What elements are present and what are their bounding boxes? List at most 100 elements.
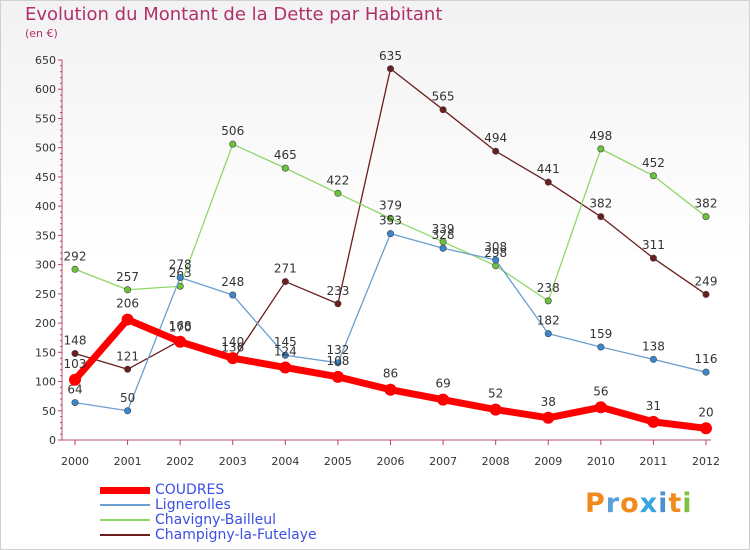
data-label-chavigny-bailleul: 422 bbox=[326, 173, 349, 187]
x-tick-label: 2011 bbox=[639, 455, 667, 468]
data-point-lignerolles bbox=[544, 330, 552, 338]
data-point-chavigny-bailleul bbox=[649, 172, 657, 180]
chart-subtitle: (en €) bbox=[25, 27, 58, 40]
data-point-lignerolles bbox=[229, 291, 237, 299]
data-label-champigny-la-futelaye: 148 bbox=[64, 333, 87, 347]
x-tick-label: 2012 bbox=[692, 455, 720, 468]
data-point-lignerolles bbox=[597, 343, 605, 351]
data-point-chavigny-bailleul bbox=[386, 214, 394, 222]
data-label-chavigny-bailleul: 298 bbox=[484, 246, 507, 260]
data-label-lignerolles: 278 bbox=[169, 257, 192, 271]
data-point-champigny-la-futelaye bbox=[386, 65, 394, 73]
legend-swatch bbox=[100, 486, 150, 494]
data-label-chavigny-bailleul: 339 bbox=[432, 222, 455, 236]
data-label-champigny-la-futelaye: 249 bbox=[695, 274, 718, 288]
data-label-chavigny-bailleul: 257 bbox=[116, 270, 139, 284]
data-point-chavigny-bailleul bbox=[702, 213, 710, 221]
data-label-lignerolles: 353 bbox=[379, 214, 402, 228]
data-label-coudres: 206 bbox=[116, 297, 139, 311]
data-label-coudres: 140 bbox=[221, 335, 244, 349]
data-point-coudres bbox=[69, 373, 81, 386]
data-label-champigny-la-futelaye: 170 bbox=[169, 321, 192, 335]
y-tick-label: 0 bbox=[49, 434, 56, 447]
legend-swatch bbox=[100, 534, 150, 536]
data-label-coudres: 52 bbox=[488, 387, 503, 401]
data-label-chavigny-bailleul: 382 bbox=[695, 197, 718, 211]
data-point-lignerolles bbox=[281, 351, 289, 359]
data-label-coudres: 56 bbox=[593, 384, 608, 398]
data-point-coudres bbox=[594, 401, 607, 414]
legend-label: COUDRES bbox=[155, 482, 225, 498]
x-tick-label: 2009 bbox=[534, 455, 562, 468]
y-tick-label: 150 bbox=[35, 346, 56, 359]
y-tick-label: 500 bbox=[35, 142, 56, 155]
data-label-coudres: 69 bbox=[435, 377, 450, 391]
data-point-champigny-la-futelaye bbox=[544, 178, 552, 186]
x-tick-label: 2006 bbox=[377, 455, 405, 468]
data-label-champigny-la-futelaye: 494 bbox=[484, 131, 507, 145]
legend-label: Champigny-la-Futelaye bbox=[155, 527, 317, 543]
data-point-champigny-la-futelaye bbox=[702, 290, 710, 298]
data-point-chavigny-bailleul bbox=[597, 145, 605, 153]
data-label-lignerolles: 182 bbox=[537, 314, 560, 328]
data-label-coudres: 124 bbox=[274, 345, 297, 359]
y-tick-label: 250 bbox=[35, 288, 56, 301]
data-label-lignerolles: 116 bbox=[695, 352, 718, 366]
data-point-lignerolles bbox=[386, 230, 394, 238]
data-point-coudres bbox=[226, 352, 239, 365]
data-point-coudres bbox=[437, 393, 450, 406]
data-point-lignerolles bbox=[124, 407, 132, 415]
x-tick-label: 2004 bbox=[271, 455, 299, 468]
data-point-coudres bbox=[489, 403, 502, 416]
x-tick-label: 2008 bbox=[482, 455, 510, 468]
data-label-coudres: 38 bbox=[541, 395, 556, 409]
data-point-chavigny-bailleul bbox=[229, 140, 237, 148]
proxiti-logo: Proxiti bbox=[585, 488, 693, 519]
data-label-champigny-la-futelaye: 382 bbox=[589, 197, 612, 211]
y-tick-label: 450 bbox=[35, 171, 56, 184]
data-label-coudres: 20 bbox=[698, 405, 713, 419]
data-point-chavigny-bailleul bbox=[334, 189, 342, 197]
data-label-champigny-la-futelaye: 441 bbox=[537, 162, 560, 176]
data-point-champigny-la-futelaye bbox=[649, 254, 657, 262]
x-tick-label: 2000 bbox=[61, 455, 89, 468]
data-label-coudres: 86 bbox=[383, 367, 398, 381]
y-tick-label: 100 bbox=[35, 376, 56, 389]
y-tick-label: 550 bbox=[35, 112, 56, 125]
data-label-coudres: 103 bbox=[64, 357, 87, 371]
data-label-lignerolles: 308 bbox=[484, 240, 507, 254]
data-label-champigny-la-futelaye: 311 bbox=[642, 238, 665, 252]
x-tick-label: 2003 bbox=[219, 455, 247, 468]
data-point-champigny-la-futelaye bbox=[124, 365, 132, 373]
data-point-champigny-la-futelaye bbox=[439, 106, 447, 114]
data-label-chavigny-bailleul: 506 bbox=[221, 124, 244, 138]
data-point-champigny-la-futelaye bbox=[334, 300, 342, 308]
data-label-champigny-la-futelaye: 121 bbox=[116, 349, 139, 363]
x-tick-label: 2007 bbox=[429, 455, 457, 468]
legend-swatch bbox=[100, 504, 150, 506]
data-label-coudres: 108 bbox=[326, 354, 349, 368]
x-tick-label: 2010 bbox=[587, 455, 615, 468]
chart-title: Evolution du Montant de la Dette par Hab… bbox=[25, 4, 443, 25]
data-label-chavigny-bailleul: 452 bbox=[642, 156, 665, 170]
data-point-chavigny-bailleul bbox=[544, 297, 552, 305]
y-tick-label: 650 bbox=[35, 54, 56, 67]
data-point-lignerolles bbox=[439, 244, 447, 252]
data-label-champigny-la-futelaye: 271 bbox=[274, 262, 297, 276]
x-tick-label: 2005 bbox=[324, 455, 352, 468]
data-point-coudres bbox=[121, 313, 134, 326]
legend-label: Chavigny-Bailleul bbox=[155, 512, 276, 528]
data-label-champigny-la-futelaye: 565 bbox=[432, 90, 455, 104]
legend-swatch bbox=[100, 519, 150, 521]
data-point-chavigny-bailleul bbox=[124, 286, 132, 294]
legend-label: Lignerolles bbox=[155, 497, 231, 513]
data-point-coudres bbox=[647, 415, 660, 428]
data-point-lignerolles bbox=[649, 355, 657, 363]
data-point-coudres bbox=[700, 422, 712, 435]
data-label-champigny-la-futelaye: 233 bbox=[326, 284, 349, 298]
x-tick-label: 2001 bbox=[114, 455, 142, 468]
y-tick-label: 600 bbox=[35, 83, 56, 96]
data-label-chavigny-bailleul: 498 bbox=[589, 129, 612, 143]
y-tick-label: 400 bbox=[35, 200, 56, 213]
